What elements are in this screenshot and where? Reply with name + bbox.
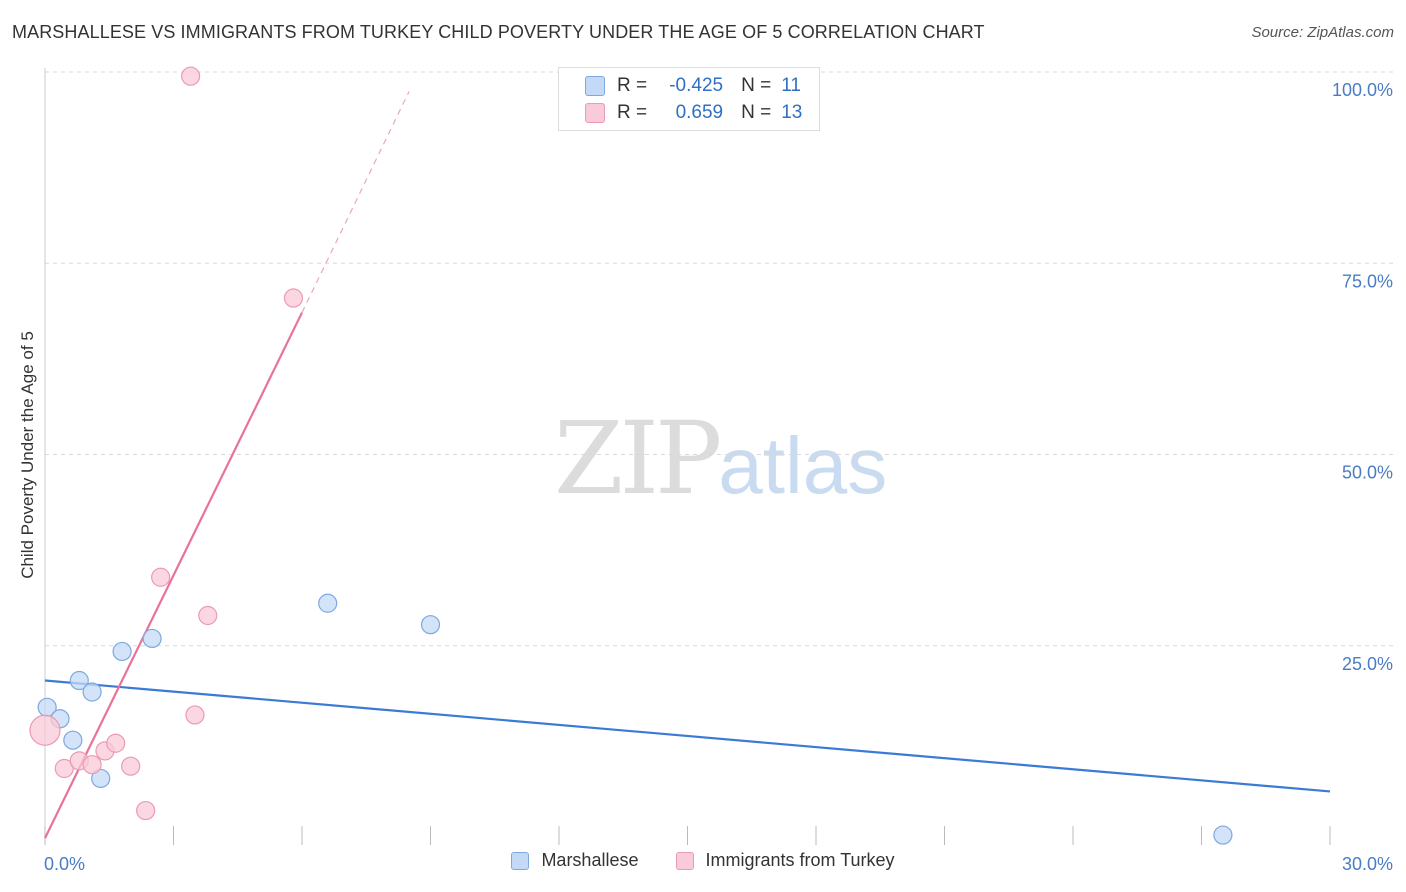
data-point [54,758,74,779]
data-points [29,66,1233,845]
trend-line [44,679,1331,793]
correlation-box: R = -0.425 N = 11 R = 0.659 N = 13 [558,67,820,131]
r-label: R = [617,102,648,123]
gridlines [45,71,1395,647]
source-label: Source: ZipAtlas.com [1251,24,1394,41]
r-value: 0.659 [675,102,724,123]
chart-title: MARSHALLESE VS IMMIGRANTS FROM TURKEY CH… [12,22,985,42]
data-point [136,800,156,821]
legend-item-turkey[interactable]: Immigrants from Turkey [675,850,895,871]
data-point [181,66,201,86]
data-point [91,768,111,789]
data-point [82,755,102,775]
watermark-atlas: atlas [718,421,888,510]
r-label: R = [617,75,648,96]
n-value: 13 [781,102,803,123]
correlation-row-turkey: R = 0.659 N = 13 [585,100,802,126]
data-point [63,730,83,750]
legend-label: Marshallese [541,850,639,870]
marshallese-swatch [585,76,605,96]
data-point [121,756,141,776]
trend-line [44,312,303,839]
data-point [1213,825,1233,845]
n-label: N = [741,102,772,123]
y-tick-label: 50.0% [1342,463,1393,483]
data-point [82,682,102,702]
y-tick-label: 75.0% [1342,271,1393,291]
x-tick-label: 30.0% [1342,854,1393,874]
data-point [151,567,171,587]
tick-labels: 25.0% 50.0% 75.0% 100.0% 0.0% 30.0% [44,80,1393,874]
marshallese-legend-swatch [511,851,530,870]
data-point [185,705,205,725]
turkey-swatch [585,103,605,123]
r-value: -0.425 [669,75,724,96]
trend-lines [44,91,1331,839]
data-point [69,670,89,691]
data-point [106,733,126,753]
x-tick-label: 0.0% [44,854,85,874]
legend-item-marshallese[interactable]: Marshallese [511,850,638,871]
data-point [283,288,304,308]
turkey-legend-swatch [675,851,694,870]
watermark-zip: ZIP [554,400,722,517]
data-point [112,641,132,662]
watermark: ZIPatlas [554,400,887,517]
n-value: 11 [781,75,801,96]
axes [44,68,1331,845]
data-point [142,628,162,649]
y-tick-label: 100.0% [1332,80,1393,100]
data-point [198,605,218,626]
correlation-row-marshallese: R = -0.425 N = 11 [585,73,801,99]
data-point [318,593,338,613]
legend: Marshallese Immigrants from Turkey [0,850,1406,875]
data-point [29,714,61,746]
legend-label: Immigrants from Turkey [705,850,895,870]
trend-line-extension [301,91,410,313]
data-point [420,615,441,635]
y-tick-label: 25.0% [1342,654,1393,674]
n-label: N = [741,75,772,96]
